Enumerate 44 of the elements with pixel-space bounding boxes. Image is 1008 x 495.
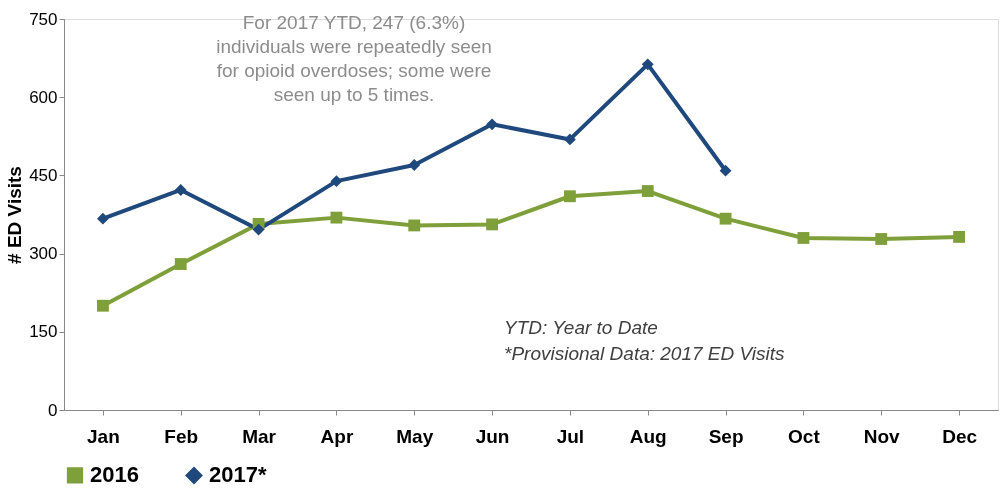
- point: [330, 175, 343, 188]
- x-tick-label: Oct: [788, 425, 821, 447]
- point: [97, 299, 109, 312]
- point: [174, 184, 187, 196]
- point: [408, 219, 421, 232]
- x-tick-label: Apr: [320, 425, 354, 447]
- y-tick-label: 0: [48, 400, 58, 420]
- x-tick-label: Jun: [475, 425, 510, 447]
- x-tick-label: Feb: [164, 425, 199, 447]
- point: [953, 231, 965, 243]
- y-tick-label: 750: [29, 9, 58, 29]
- point: [641, 58, 654, 71]
- point: [564, 190, 576, 203]
- point: [486, 218, 498, 231]
- legend-label: 2016: [90, 462, 139, 488]
- y-tick-label: 450: [29, 165, 58, 185]
- annotation: For 2017 YTD, 247 (6.3%) individuals were repeatedly seen for opioid overdoses; some were seen up to 5 times.: [216, 12, 492, 105]
- annotation: *Provisional Data: 2017 ED Visits: [504, 343, 786, 364]
- x-tick-label: Jul: [556, 425, 585, 447]
- point: [252, 223, 265, 236]
- x-tick-label: Mar: [242, 425, 277, 447]
- x-tick-label: Nov: [863, 425, 901, 447]
- point: [174, 258, 187, 270]
- point: [486, 118, 498, 131]
- point: [408, 159, 421, 171]
- y-axis-title: # ED Visits: [4, 166, 26, 264]
- point: [330, 211, 343, 224]
- point: [719, 164, 732, 177]
- legend-label: 2017*: [209, 462, 267, 488]
- x-tick-label: Dec: [942, 425, 978, 447]
- x-tick-label: Jan: [87, 425, 120, 447]
- point: [97, 212, 109, 225]
- point: [564, 133, 576, 146]
- x-tick-label: May: [396, 425, 434, 447]
- y-tick-label: 600: [29, 87, 58, 107]
- y-tick-label: 300: [29, 244, 58, 264]
- point: [875, 233, 888, 245]
- point: [641, 185, 654, 197]
- x-tick-label: Aug: [629, 425, 667, 447]
- y-tick-label: 150: [29, 322, 58, 342]
- point: [797, 232, 810, 244]
- annotation: YTD: Year to Date: [504, 317, 658, 338]
- x-tick-label: Sep: [708, 425, 744, 447]
- point: [719, 212, 732, 225]
